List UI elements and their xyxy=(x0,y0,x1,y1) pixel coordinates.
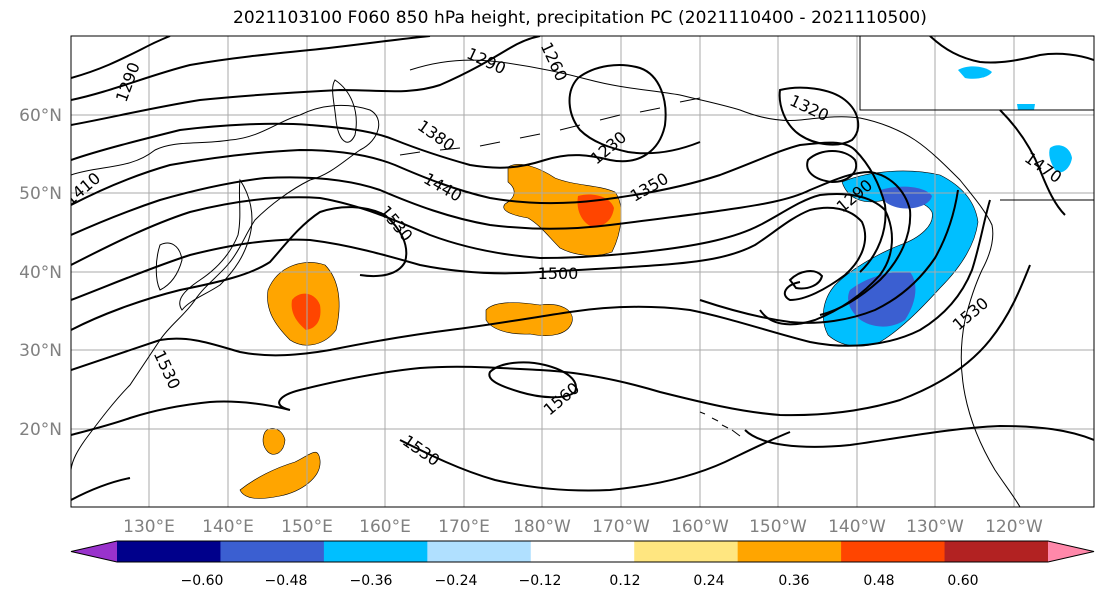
asia-coast xyxy=(71,105,380,471)
colorbar-tick-label: 0.36 xyxy=(778,573,809,589)
contour-line xyxy=(71,141,887,273)
lon-label: 140°W xyxy=(828,517,886,537)
colorbar-tick-label: −0.12 xyxy=(519,573,562,589)
contour-line xyxy=(71,189,959,331)
hawaii xyxy=(699,411,741,437)
precip-area xyxy=(1049,145,1072,173)
colorbar-tick-label: 0.12 xyxy=(609,573,640,589)
alaska-coast xyxy=(409,59,916,141)
contour-line xyxy=(488,361,577,399)
colorbar-segment xyxy=(634,541,739,562)
longitude-labels: 130°E 140°E 150°E 160°E 170°E 180°W 170°… xyxy=(123,517,1043,537)
canada-border xyxy=(859,36,1094,111)
lat-label: 50°N xyxy=(19,184,62,204)
colorbar xyxy=(70,540,1095,563)
korea-coast xyxy=(155,242,183,291)
lon-label: 150°E xyxy=(281,517,333,537)
contour-line xyxy=(71,170,912,316)
lon-label: 150°W xyxy=(749,517,807,537)
coastlines xyxy=(71,36,1094,507)
colorbar-segment xyxy=(737,541,842,562)
contour-line xyxy=(71,206,867,302)
colorbar-outline xyxy=(70,540,1095,563)
precip-positive-fills xyxy=(239,164,622,499)
precip-area xyxy=(239,451,321,499)
contour-label: 1500 xyxy=(538,264,579,283)
colorbar-tick-label: −0.48 xyxy=(265,573,308,589)
lon-label: 140°E xyxy=(202,517,254,537)
contour-line xyxy=(71,36,171,79)
contour-line xyxy=(806,150,858,184)
map-frame xyxy=(70,35,1095,508)
precip-area xyxy=(503,164,622,256)
colorbar-tick-label: 0.60 xyxy=(947,573,978,589)
contour-line xyxy=(929,36,1094,64)
aleutians xyxy=(399,97,701,156)
north-america-coast xyxy=(914,139,1021,507)
colorbar-tick-label: −0.60 xyxy=(181,573,224,589)
lon-label: 180°W xyxy=(513,517,571,537)
colorbar-tick-label: −0.36 xyxy=(350,573,393,589)
map-title: 2021103100 F060 850 hPa height, precipit… xyxy=(232,8,928,28)
precip-area xyxy=(291,293,321,330)
contour-line xyxy=(71,64,701,169)
contour-line xyxy=(71,264,1031,436)
colorbar-tick-label: −0.24 xyxy=(435,573,478,589)
lat-label: 60°N xyxy=(19,106,62,126)
japan-coast xyxy=(179,178,253,311)
lon-label: 160°W xyxy=(671,517,729,537)
graticule xyxy=(71,36,1094,507)
lon-label: 160°E xyxy=(359,517,411,537)
contour-line xyxy=(999,109,1066,216)
precip-area xyxy=(958,66,992,79)
contour-line xyxy=(71,192,893,326)
lon-label: 170°E xyxy=(438,517,490,537)
height-contours xyxy=(71,36,1094,501)
colorbar-segment xyxy=(323,541,428,562)
latitude-labels: 60°N 50°N 40°N 30°N 20°N xyxy=(19,106,62,440)
lon-label: 170°W xyxy=(592,517,650,537)
colorbar-segment xyxy=(117,541,221,562)
colorbar-labels: −0.60 −0.48 −0.36 −0.24 −0.12 0.12 0.24 … xyxy=(181,573,979,589)
colorbar-segment xyxy=(220,541,325,562)
lat-label: 20°N xyxy=(19,420,62,440)
contour-line xyxy=(788,270,824,290)
colorbar-segment xyxy=(427,541,532,562)
precip-area xyxy=(1017,104,1035,110)
lon-label: 130°E xyxy=(123,517,175,537)
colorbar-extension-min xyxy=(71,541,117,562)
colorbar-segment xyxy=(841,541,946,562)
colorbar-segment xyxy=(944,541,1049,562)
lat-label: 30°N xyxy=(19,341,62,361)
contour-line xyxy=(71,199,991,371)
colorbar-tick-label: 0.24 xyxy=(693,573,724,589)
kamchatka-coast xyxy=(332,79,357,143)
lon-label: 130°W xyxy=(906,517,964,537)
colorbar-extension-max xyxy=(1048,541,1094,562)
contour-line xyxy=(778,86,860,146)
contour-line xyxy=(71,424,1094,501)
colorbar-tick-label: 0.48 xyxy=(863,573,894,589)
colorbar-segment xyxy=(530,541,635,562)
precip-area xyxy=(577,194,614,227)
lat-label: 40°N xyxy=(19,263,62,283)
contour-line xyxy=(71,36,541,126)
contour-line xyxy=(71,36,431,101)
lon-label: 120°W xyxy=(985,517,1043,537)
